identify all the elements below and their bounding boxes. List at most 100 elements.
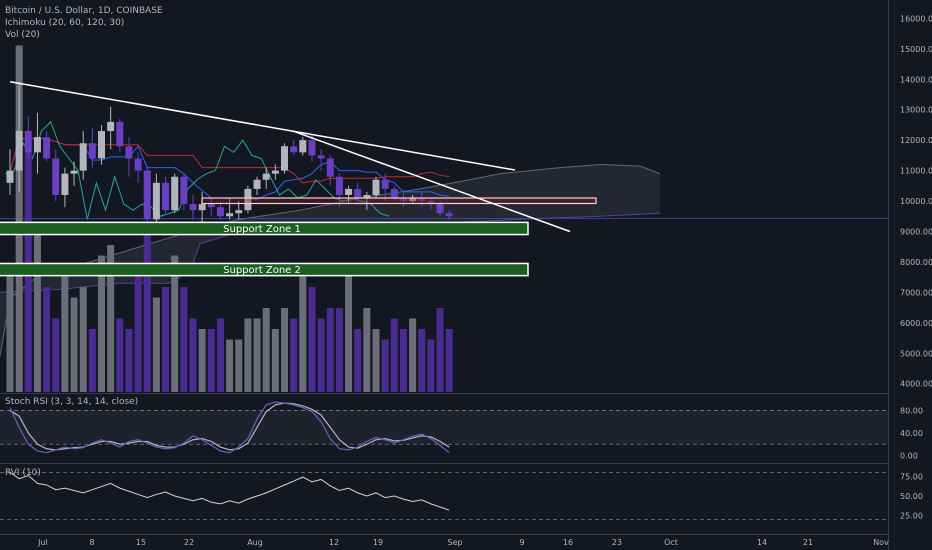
time-tick: 9: [519, 538, 524, 547]
volume-bar: [381, 339, 389, 392]
volume-bar: [98, 255, 105, 392]
volume-bar: [354, 329, 362, 392]
stoch-rsi-label: Stoch RSI (3, 3, 14, 14, close): [5, 397, 138, 407]
volume-bar: [271, 329, 279, 392]
candle-body: [198, 204, 206, 211]
rvi-label: RVI (10): [5, 468, 41, 478]
volume-bar: [418, 329, 426, 392]
candle-body: [299, 140, 307, 153]
candle-body: [98, 131, 105, 159]
volume-bar: [143, 234, 151, 392]
price-tick: 13000.00: [900, 106, 932, 115]
rvi-tick: 25.00: [900, 512, 923, 521]
volume-bar: [152, 297, 160, 392]
candle-body: [244, 188, 252, 211]
candle-body: [216, 207, 224, 217]
support-zone-label: Support Zone 1: [223, 224, 301, 235]
candle-body: [427, 201, 435, 205]
volume-bar: [409, 318, 417, 392]
volume-bar: [244, 318, 252, 392]
candle-body: [143, 170, 151, 220]
time-tick: 14: [757, 538, 767, 547]
volume-bar: [253, 318, 261, 392]
volume-bar: [162, 287, 170, 392]
volume-bar: [116, 318, 124, 392]
resistance-box: [201, 197, 597, 205]
ichimoku-label: Ichimoku (20, 60, 120, 30): [5, 18, 124, 28]
candle-body: [281, 146, 288, 171]
volume-bar: [235, 339, 243, 392]
candle-body: [116, 121, 124, 147]
volume-bar: [308, 287, 316, 392]
candle-body: [235, 210, 243, 214]
volume-bar: [445, 329, 453, 392]
volume-bar: [33, 224, 41, 392]
trendline-lower: [292, 130, 571, 233]
volume-bar: [70, 297, 78, 392]
volume-bar: [216, 318, 224, 392]
stoch-tick: 80.00: [900, 406, 923, 415]
candle-body: [180, 176, 188, 205]
price-tick: 11000.00: [900, 167, 932, 176]
volume-bar: [189, 318, 197, 392]
time-tick: 15: [136, 538, 146, 547]
candle-body: [43, 137, 51, 159]
support-zones: Support Zone 1 Support Zone 2: [0, 221, 529, 277]
candle-body: [409, 198, 417, 202]
time-tick: 23: [612, 538, 622, 547]
candle-body: [15, 131, 23, 171]
candle-body: [125, 146, 133, 159]
volume-bar: [335, 308, 343, 392]
price-tick: 6000.00: [900, 319, 932, 328]
price-tick: 12000.00: [900, 136, 932, 145]
support-zone-1: Support Zone 1: [0, 221, 529, 236]
candle-body: [52, 158, 60, 195]
stoch-tick: 0.00: [900, 452, 918, 461]
candle-body: [372, 179, 380, 195]
volume-bar: [281, 308, 288, 392]
price-tick: 9000.00: [900, 228, 932, 237]
volume-bar: [299, 276, 307, 392]
candle-body: [445, 213, 453, 217]
rvi-tick: 75.00: [900, 472, 923, 481]
candle-body: [107, 121, 115, 132]
trendline-upper: [9, 80, 516, 171]
volume-bar: [125, 329, 133, 392]
candle-body: [207, 204, 215, 208]
stoch-rsi-pane: [0, 401, 888, 454]
time-tick: Nov: [873, 538, 889, 547]
volume-bar: [52, 318, 60, 392]
support-zone-2: Support Zone 2: [0, 262, 529, 277]
support-zone-box: [0, 221, 529, 236]
volume-bar: [427, 339, 435, 392]
candle-body: [317, 155, 325, 159]
volume-bar: [399, 329, 407, 392]
volume-bar: [317, 318, 325, 392]
time-tick: Oct: [664, 538, 678, 547]
volume-bar: [180, 287, 188, 392]
volume-bar: [372, 329, 380, 392]
stoch-tick: 40.00: [900, 429, 923, 438]
volume-bar: [262, 308, 270, 392]
drawings: [9, 80, 597, 233]
candle-body: [308, 140, 316, 156]
candle-body: [290, 146, 298, 153]
volume-bar: [107, 245, 115, 392]
volume-bar: [226, 339, 234, 392]
rvi-pane: [0, 471, 888, 521]
volume-bar: [6, 266, 14, 392]
candle-body: [226, 213, 234, 217]
candle-body: [326, 158, 334, 177]
time-tick: 16: [563, 538, 573, 547]
candle-body: [61, 173, 69, 195]
volume-bar: [290, 318, 298, 392]
time-tick: Jul: [37, 538, 48, 547]
candle-body: [381, 179, 389, 189]
time-tick: Aug: [247, 538, 263, 547]
time-tick: 19: [373, 538, 383, 547]
candle-body: [24, 131, 32, 153]
volume-bars: [6, 45, 453, 392]
candle-body: [262, 173, 270, 180]
volume-bar: [390, 318, 398, 392]
